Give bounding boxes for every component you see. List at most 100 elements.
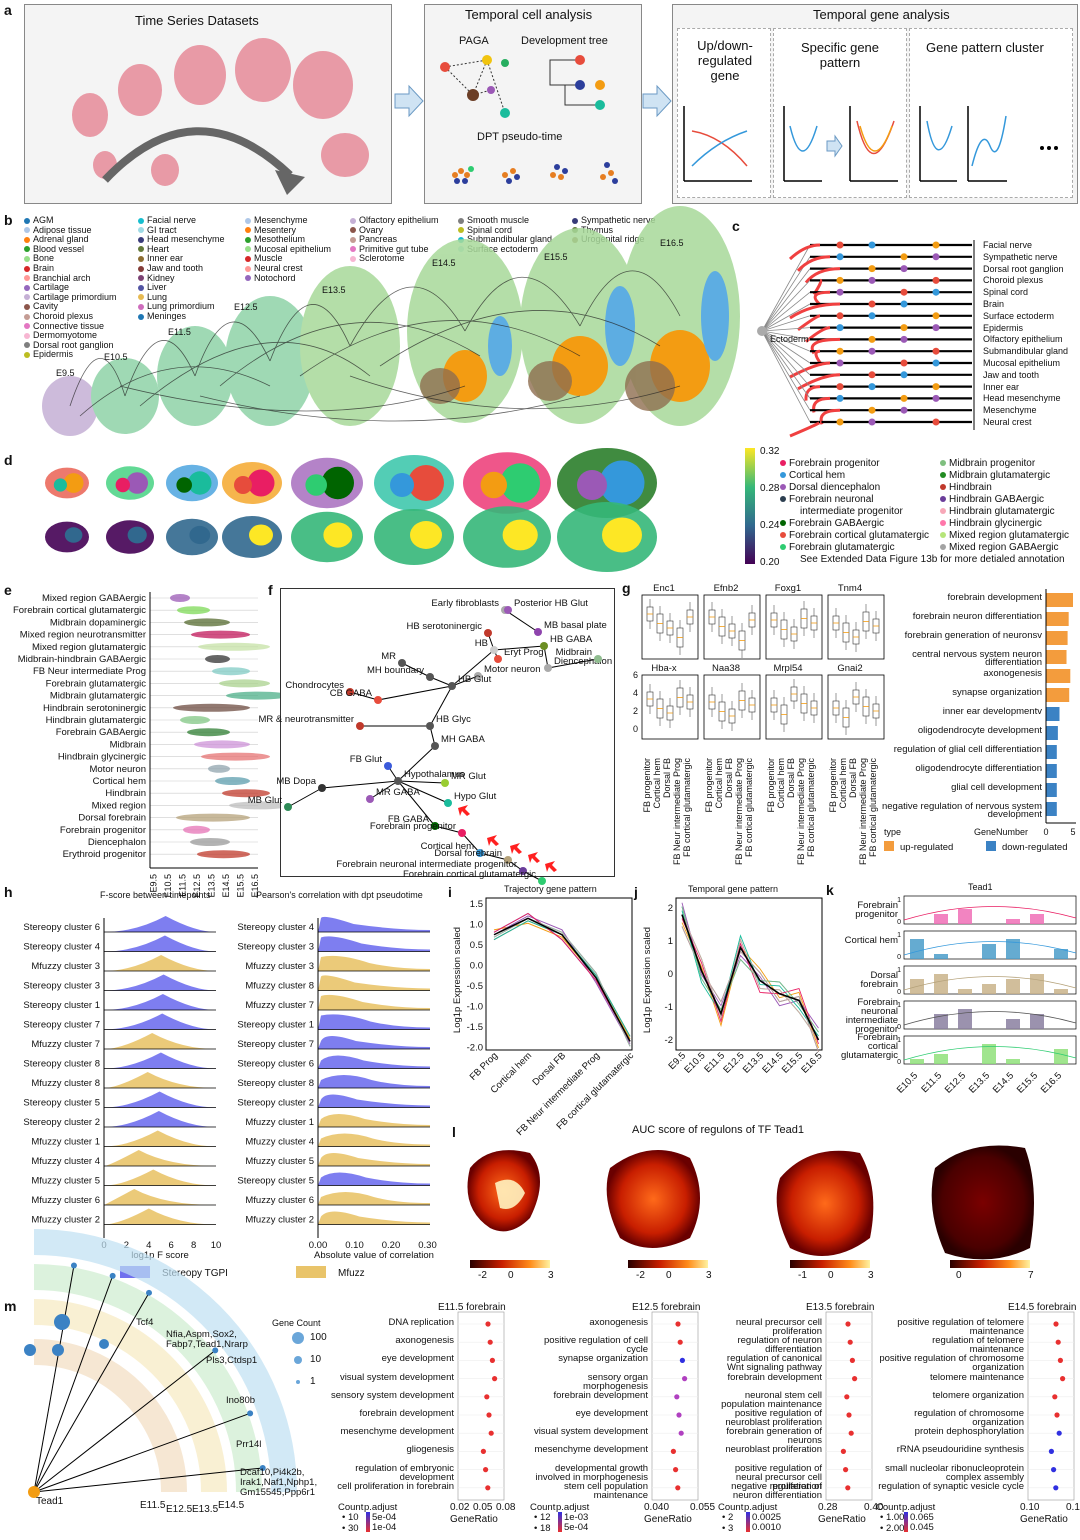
dotplot-title: E11.5 forebrain: [438, 1302, 506, 1313]
legend-entry: Pancreas: [350, 234, 397, 244]
gene-count-value: 100: [310, 1332, 327, 1343]
legend-entry: Inner ear: [138, 253, 183, 263]
violin: [190, 838, 230, 846]
paga-label: PAGA: [459, 35, 489, 47]
tree-arrow: [797, 373, 841, 391]
violin-row-label: Forebrain progenitor: [60, 825, 146, 836]
brain-region: [188, 471, 212, 495]
regulon-edge: [33, 1292, 150, 1493]
tree-node-label: MR Glut: [451, 771, 486, 782]
dotplot-term: mesenchyme development: [340, 1426, 454, 1438]
dotplot-padj-label: 0.045: [910, 1522, 934, 1533]
tree-edge: [761, 330, 811, 411]
tree-edge: [397, 780, 449, 804]
k-bar: [934, 974, 948, 994]
legend-label: Mucosal epithelium: [254, 243, 332, 254]
dotplot-padj-title: p.adjust: [556, 1502, 590, 1513]
j-ytick: -2: [665, 1035, 673, 1046]
legend-swatch: [138, 304, 144, 311]
tree-node: [426, 673, 434, 681]
legend-label: Choroid plexus: [33, 311, 94, 321]
gene-count-value: 10: [310, 1354, 322, 1365]
violin-row-label: Hindbrain glycinergic: [58, 752, 146, 763]
tree-node: [484, 629, 492, 637]
ridge-row-label: Mfuzzy cluster 8: [31, 1078, 100, 1089]
tree-node-label: Dorsal forebrain: [434, 848, 502, 859]
dotplot-dot: [489, 1357, 495, 1363]
legend-swatch: [24, 342, 30, 349]
tree-node-label: Forebrain progenitor: [370, 821, 456, 832]
stage-label: E14.5: [432, 258, 456, 268]
e-xtick: E14.5: [221, 874, 231, 898]
dotplot-frame: [651, 1311, 699, 1501]
go-term-label: forebrain neuron differentiation: [912, 611, 1042, 622]
violin-row-label: Erythroid progenitor: [63, 849, 146, 860]
ridge-density: [104, 935, 216, 952]
tree-edge: [451, 649, 495, 687]
j-series-line: [681, 922, 819, 1049]
violin-row-label: Midbrain dopaminergic: [50, 617, 146, 628]
legend-label: Hindbrain: [949, 482, 992, 493]
legend-swatch: [245, 275, 251, 282]
colorbar-tick: 3: [868, 1270, 874, 1281]
colorbar-tick: 0.20: [760, 557, 780, 568]
tree-edge: [434, 825, 463, 834]
go-bar: [1046, 783, 1057, 797]
pattern-cluster-label: Gene pattern cluster: [926, 40, 1044, 55]
dotplot-canvas: [457, 1311, 505, 1501]
go-bar: [1046, 612, 1069, 626]
tree-node: [900, 288, 908, 296]
dotplot-term: developmental growth involved in morphog…: [535, 1462, 648, 1483]
k-row-label: Forebrain neuronal intermediate progenitor: [846, 997, 898, 1035]
tree-edge: [429, 685, 453, 727]
brain-region: [176, 477, 192, 493]
tree-leaf-label: Submandibular gland: [983, 346, 1069, 357]
go-bar: [1046, 688, 1070, 702]
dotplot-term: regulation of chromosome organization: [914, 1408, 1024, 1428]
tree-node: [900, 406, 908, 414]
dotplot-dot: [1055, 1339, 1061, 1345]
colorbar-tick: 0: [828, 1270, 834, 1281]
dotplot-term: eye development: [575, 1408, 648, 1419]
dotplot-count-label: • 3: [722, 1523, 734, 1534]
tree-node-label: Eryt Prog: [504, 647, 544, 658]
e-xtick: E15.5: [235, 874, 245, 898]
k-fit-line: [903, 1046, 1077, 1061]
tree-arrow: [789, 361, 831, 379]
legend-entry: Forebrain neuronal: [780, 494, 874, 505]
paga-graph: [440, 55, 618, 184]
tree-node: [868, 335, 876, 343]
panel-i-line-plot: 1.51.00.50.0-0.5-1.0-1.5-2.0FB ProgCorti…: [452, 897, 636, 1138]
dotplot-dot: [675, 1321, 681, 1327]
temporal-cell-title: Temporal cell analysis: [465, 7, 593, 22]
go-bar: [1046, 593, 1073, 607]
dotplot-dot: [674, 1394, 680, 1400]
panel-f-development-tree: Early fibroblasts Posterior HB Glut HB ser…: [248, 588, 615, 885]
ridge-row-label: Stereopy cluster 1: [237, 1020, 314, 1031]
dotplot-title: E12.5 forebrain: [632, 1302, 701, 1313]
regulon-target-node: [70, 1262, 77, 1269]
k-xtick: E14.5: [991, 1070, 1016, 1095]
colorbar-tick: 0.28: [760, 483, 780, 494]
legend-entry: Mixed region GABAergic: [940, 542, 1059, 553]
ridge-row-label: Stereopy cluster 8: [23, 1059, 100, 1070]
go-bar: [1046, 631, 1068, 645]
tree-node: [540, 642, 548, 650]
violin: [187, 728, 230, 737]
dotplot-dot: [848, 1430, 854, 1436]
dotplot-term: small nucleolar ribonucleoprotein comple…: [885, 1462, 1024, 1483]
legend-label: Smooth muscle: [467, 215, 530, 225]
tree-edge: [369, 780, 399, 800]
colorbar-tick: 3: [548, 1270, 554, 1281]
legend-swatch: [138, 313, 144, 320]
tree-node: [836, 359, 844, 367]
k-row-label: Forebrain progenitor: [855, 900, 898, 920]
j-series-line: [681, 914, 819, 1041]
dotplot-padj-label: 1e-03: [564, 1512, 589, 1523]
dotplot-dot: [682, 1376, 688, 1382]
panel-g-go-bars: 0 5 GeneNumber type up-regulated down-regulat…: [884, 589, 1076, 853]
i-series-line: [493, 920, 631, 1037]
k-row-label-line: progenitor: [855, 909, 898, 920]
tree-node: [346, 688, 354, 696]
legend-swatch: [940, 460, 946, 467]
